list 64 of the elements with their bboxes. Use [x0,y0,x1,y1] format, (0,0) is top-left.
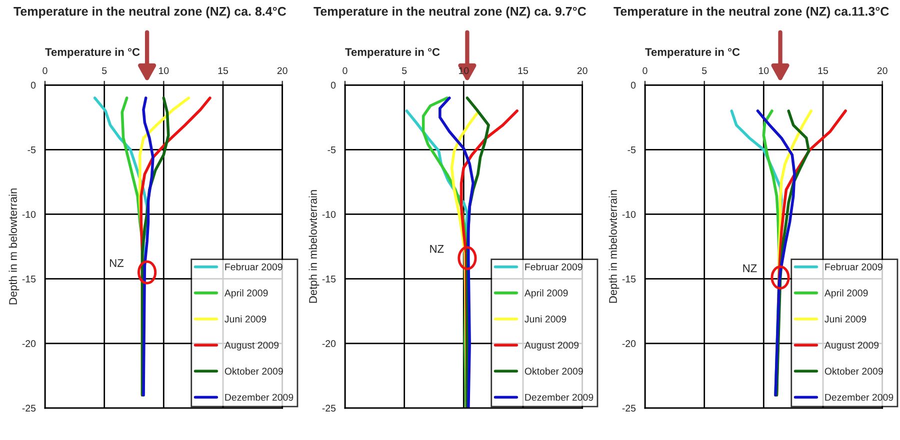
x-tick-label: 15 [518,67,528,74]
legend-label: Juni 2009 [224,315,266,323]
y-tick-label: -20 [622,340,636,348]
y-tick-label: -10 [622,210,636,218]
chart-title: Temperature in the neutral zone (NZ) ca.11.3°C [614,6,889,18]
legend-label: Dezember 2009 [225,394,294,401]
x-tick-label: 20 [577,67,588,74]
legend-label: April 2009 [824,289,868,298]
y-tick-label: -10 [322,210,336,218]
legend-label: Oktober 2009 [824,368,883,375]
legend-label: Februar 2009 [525,263,582,270]
y-tick-label: -25 [622,404,636,412]
x-axis-title: Temperature in °C [645,48,740,58]
legend-label: August 2009 [224,342,279,351]
annotation: NZ [110,259,124,267]
y-tick-label: -10 [22,210,36,218]
legend-label: Dezember 2009 [825,394,894,401]
annotation: NZ [743,264,757,272]
annotation: NZ [430,245,444,253]
y-axis-title: Depth in m belowterrain [8,188,20,304]
line-series [142,96,154,396]
y-tick-label: -25 [322,404,336,412]
y-axis-title: Detph in mbelowterrain [308,190,320,303]
y-tick-label: -20 [22,340,36,348]
legend-label: Dezember 2009 [525,394,594,401]
x-tick-label: 10 [159,67,169,74]
legend-label: Februar 2009 [225,263,282,270]
legend-label: Juni 2009 [524,315,566,323]
y-tick-label: 0 [630,82,636,89]
x-tick-label: 10 [759,67,769,74]
chart-title: Temperature in the neutral zone (NZ) ca. 8.4°C [14,6,286,18]
legend-label: Oktober 2009 [524,368,583,375]
legend-label: August 2009 [824,342,879,351]
x-tick-label: 0 [42,67,48,74]
y-tick-label: -25 [22,404,36,412]
legend-label: April 2009 [224,289,268,298]
y-tick-label: -15 [22,276,36,282]
x-tick-label: 0 [642,67,648,74]
y-axis-title: Depth in mbelowterrain [608,190,620,303]
legend-label: Juni 2009 [824,315,866,323]
legend-label: April 2009 [524,289,568,298]
line-series [756,110,796,396]
y-tick-label: -5 [628,146,636,154]
x-tick-label: 20 [277,67,288,74]
y-tick-label: -5 [28,146,36,154]
legend-label: Februar 2009 [825,263,882,270]
x-tick-label: 15 [818,67,828,74]
legend-label: Oktober 2009 [224,368,283,375]
y-tick-label: -5 [328,146,336,154]
y-tick-label: 0 [30,82,36,89]
x-tick-label: 15 [218,67,228,74]
y-tick-label: -15 [622,276,636,282]
x-tick-label: 5 [402,67,407,74]
x-tick-label: 5 [702,67,707,74]
x-axis-title: Temperature in °C [45,48,140,58]
x-tick-label: 20 [877,67,888,74]
y-tick-label: -15 [322,276,336,282]
x-axis-title: Temperature in °C [345,48,440,58]
chart-title: Temperature in the neutral zone (NZ) ca. 9.7°C [314,6,586,18]
y-tick-label: 0 [330,82,336,89]
x-tick-label: 0 [342,67,348,74]
y-tick-label: -20 [322,340,336,348]
x-tick-label: 5 [102,67,107,74]
legend-label: August 2009 [524,342,579,351]
